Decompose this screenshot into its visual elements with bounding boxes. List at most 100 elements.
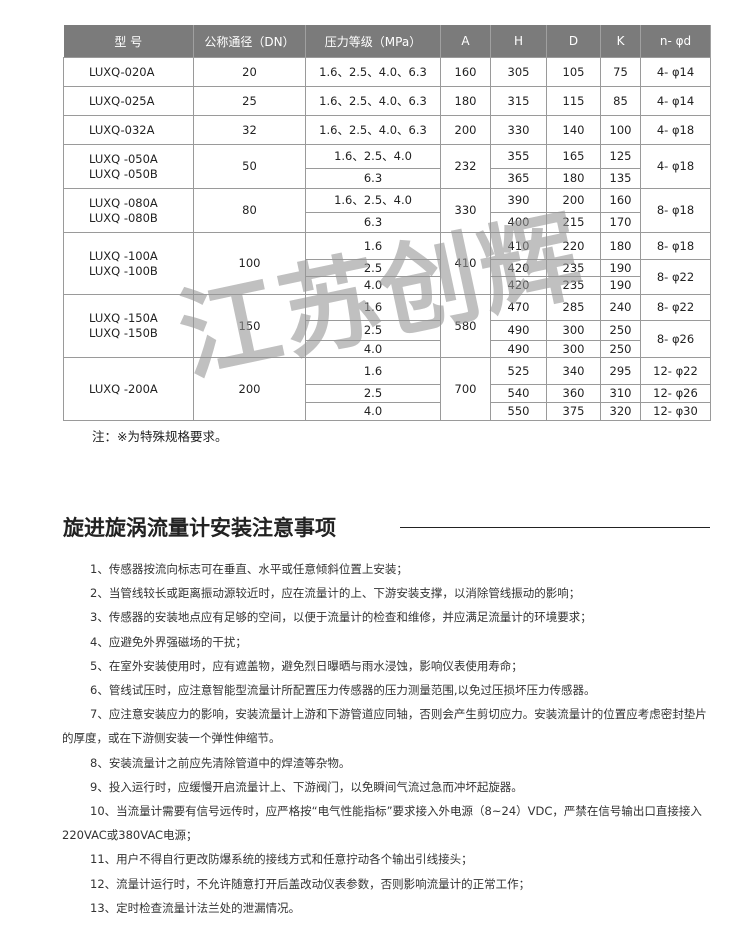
nd-cell: 8- φ18 xyxy=(640,232,711,260)
list-item: 3、传感器的安装地点应有足够的空间，以便于流量计的检查和维修，并应满足流量计的环… xyxy=(90,610,592,625)
model-name: LUXQ -200A xyxy=(89,381,158,396)
nd-cell: 8- φ22 xyxy=(640,294,711,321)
d-cell: 300 xyxy=(546,340,601,358)
a-cell: 232 xyxy=(440,144,491,189)
d-cell: 220 xyxy=(546,232,601,260)
dn-cell: 32 xyxy=(193,115,306,145)
d-cell: 200 xyxy=(546,188,601,213)
model-name: LUXQ -050A xyxy=(89,151,158,166)
dn-cell: 25 xyxy=(193,86,306,116)
table-row: LUXQ-032A 32 1.6、2.5、4.0、6.3 200 330 140 100 4-… xyxy=(63,115,711,145)
pressure-cell: 1.6 xyxy=(305,294,441,321)
model-name: LUXQ-020A xyxy=(89,64,155,79)
pressure-cell: 1.6、2.5、4.0、6.3 xyxy=(305,57,441,87)
table-note: 注：※为特殊规格要求。 xyxy=(92,429,228,444)
model-name: LUXQ -150B xyxy=(89,326,158,340)
table-row: 4.0 550 375 320 12- φ30 xyxy=(64,402,711,421)
nd-cell: 8- φ22 xyxy=(640,259,711,295)
k-cell: 250 xyxy=(600,340,641,358)
k-cell: 135 xyxy=(600,168,641,189)
d-cell: 115 xyxy=(546,86,601,116)
h-cell: 490 xyxy=(490,320,547,341)
nd-cell: 12- φ22 xyxy=(640,357,711,385)
table-row: LUXQ -150A LUXQ -150B 150 1.6 580 470 285 240 8-… xyxy=(63,294,711,358)
model-cell: LUXQ-032A xyxy=(63,115,194,145)
model-name: LUXQ -100A xyxy=(89,248,158,263)
a-cell: 410 xyxy=(440,232,491,295)
h-cell: 410 xyxy=(490,232,547,260)
h-cell: 400 xyxy=(490,212,547,233)
list-item: 13、定时检查流量计法兰处的泄漏情况。 xyxy=(90,900,301,915)
pressure-cell: 4.0 xyxy=(305,276,441,295)
k-cell: 100 xyxy=(600,115,641,145)
column-header: n- φd xyxy=(640,25,711,58)
h-cell: 355 xyxy=(490,144,547,169)
list-item: 12、流量计运行时，不允许随意打开后盖改动仪表参数，否则影响流量计的正常工作； xyxy=(90,876,531,891)
h-cell: 420 xyxy=(490,259,547,277)
h-cell: 390 xyxy=(490,188,547,213)
a-cell: 180 xyxy=(440,86,491,116)
pressure-cell: 1.6、2.5、4.0、6.3 xyxy=(305,86,441,116)
list-item: 7、应注意安装应力的影响，安装流量计上游和下游管道应同轴，否则会产生剪切应力。安… xyxy=(62,707,707,746)
k-cell: 310 xyxy=(600,384,641,403)
table-row: LUXQ -100A LUXQ -100B 100 1.6 410 410 220 180 8-… xyxy=(63,232,711,295)
k-cell: 190 xyxy=(600,259,641,277)
list-item: 4、应避免外界强磁场的干扰； xyxy=(90,634,247,649)
h-cell: 525 xyxy=(490,357,547,385)
model-cell: LUXQ-025A xyxy=(63,86,194,116)
pressure-cell: 1.6、2.5、4.0、6.3 xyxy=(305,115,441,145)
k-cell: 170 xyxy=(600,212,641,233)
dn-cell: 80 xyxy=(193,188,306,233)
column-header: D xyxy=(546,25,601,58)
dn-cell: 50 xyxy=(193,144,306,189)
installation-notes-list: 1、传感器按流向标志可在垂直、水平或任意倾斜位置上安装； 2、当管线较长或距离振动… xyxy=(62,557,712,920)
h-cell: 540 xyxy=(490,384,547,403)
k-cell: 295 xyxy=(600,357,641,385)
model-name: LUXQ -050B xyxy=(89,166,158,181)
nd-cell: 12- φ26 xyxy=(640,384,711,403)
column-header: 压力等级（MPa） xyxy=(305,25,441,58)
pressure-cell: 2.5 xyxy=(305,384,441,403)
list-item: 1、传感器按流向标志可在垂直、水平或任意倾斜位置上安装； xyxy=(90,562,408,576)
list-item: 8、安装流量计之前应先清除管道中的焊渣等杂物。 xyxy=(90,755,351,770)
h-cell: 315 xyxy=(490,86,547,116)
list-item: 6、管线试压时，应注意智能型流量计所配置压力传感器的压力测量范围,以免过压损坏压… xyxy=(90,683,596,698)
k-cell: 85 xyxy=(600,86,641,116)
k-cell: 250 xyxy=(600,320,641,341)
d-cell: 375 xyxy=(546,402,601,421)
h-cell: 550 xyxy=(490,402,547,421)
column-header: A xyxy=(440,25,491,58)
h-cell: 330 xyxy=(490,115,547,145)
k-cell: 125 xyxy=(600,144,641,169)
nd-cell: 4- φ18 xyxy=(640,115,711,145)
nd-cell: 4- φ18 xyxy=(640,144,711,189)
k-cell: 160 xyxy=(600,188,641,213)
h-cell: 420 xyxy=(490,276,547,295)
d-cell: 285 xyxy=(546,294,601,321)
k-cell: 240 xyxy=(600,294,641,321)
pressure-cell: 4.0 xyxy=(305,402,441,421)
list-item: 10、当流量计需要有信号远传时，应严格按“电气性能指标”要求接入外电源（8~24… xyxy=(62,804,702,843)
nd-cell: 8- φ26 xyxy=(640,320,711,358)
dn-cell: 150 xyxy=(193,294,306,358)
pressure-cell: 4.0 xyxy=(305,340,441,358)
nd-cell: 4- φ14 xyxy=(640,57,711,87)
h-cell: 365 xyxy=(490,168,547,189)
table-row: 4.0 420 235 190 xyxy=(64,276,711,295)
dn-cell: 20 xyxy=(193,57,306,87)
k-cell: 320 xyxy=(600,402,641,421)
table-row: LUXQ-020A 20 1.6、2.5、4.0、6.3 160 305 105 75 4- … xyxy=(63,57,711,87)
list-item: 5、在室外安装使用时，应有遮盖物，避免烈日曝晒与雨水浸蚀，影响仪表使用寿命； xyxy=(90,658,523,673)
a-cell: 700 xyxy=(440,357,491,421)
model-cell: LUXQ -200A xyxy=(63,357,194,421)
d-cell: 165 xyxy=(546,144,601,169)
table-row: LUXQ -050A LUXQ -050B 50 1.6、2.5、4.0 232 355 1… xyxy=(63,144,711,189)
d-cell: 340 xyxy=(546,357,601,385)
list-item: 2、当管线较长或距离振动源较近时，应在流量计的上、下游安装支撑，以消除管线振动的… xyxy=(90,586,581,601)
nd-cell: 8- φ18 xyxy=(640,188,711,233)
pressure-cell: 2.5 xyxy=(305,259,441,277)
k-cell: 75 xyxy=(600,57,641,87)
a-cell: 580 xyxy=(440,294,491,358)
column-header: H xyxy=(490,25,547,58)
model-cell: LUXQ -150A LUXQ -150B xyxy=(63,294,194,358)
